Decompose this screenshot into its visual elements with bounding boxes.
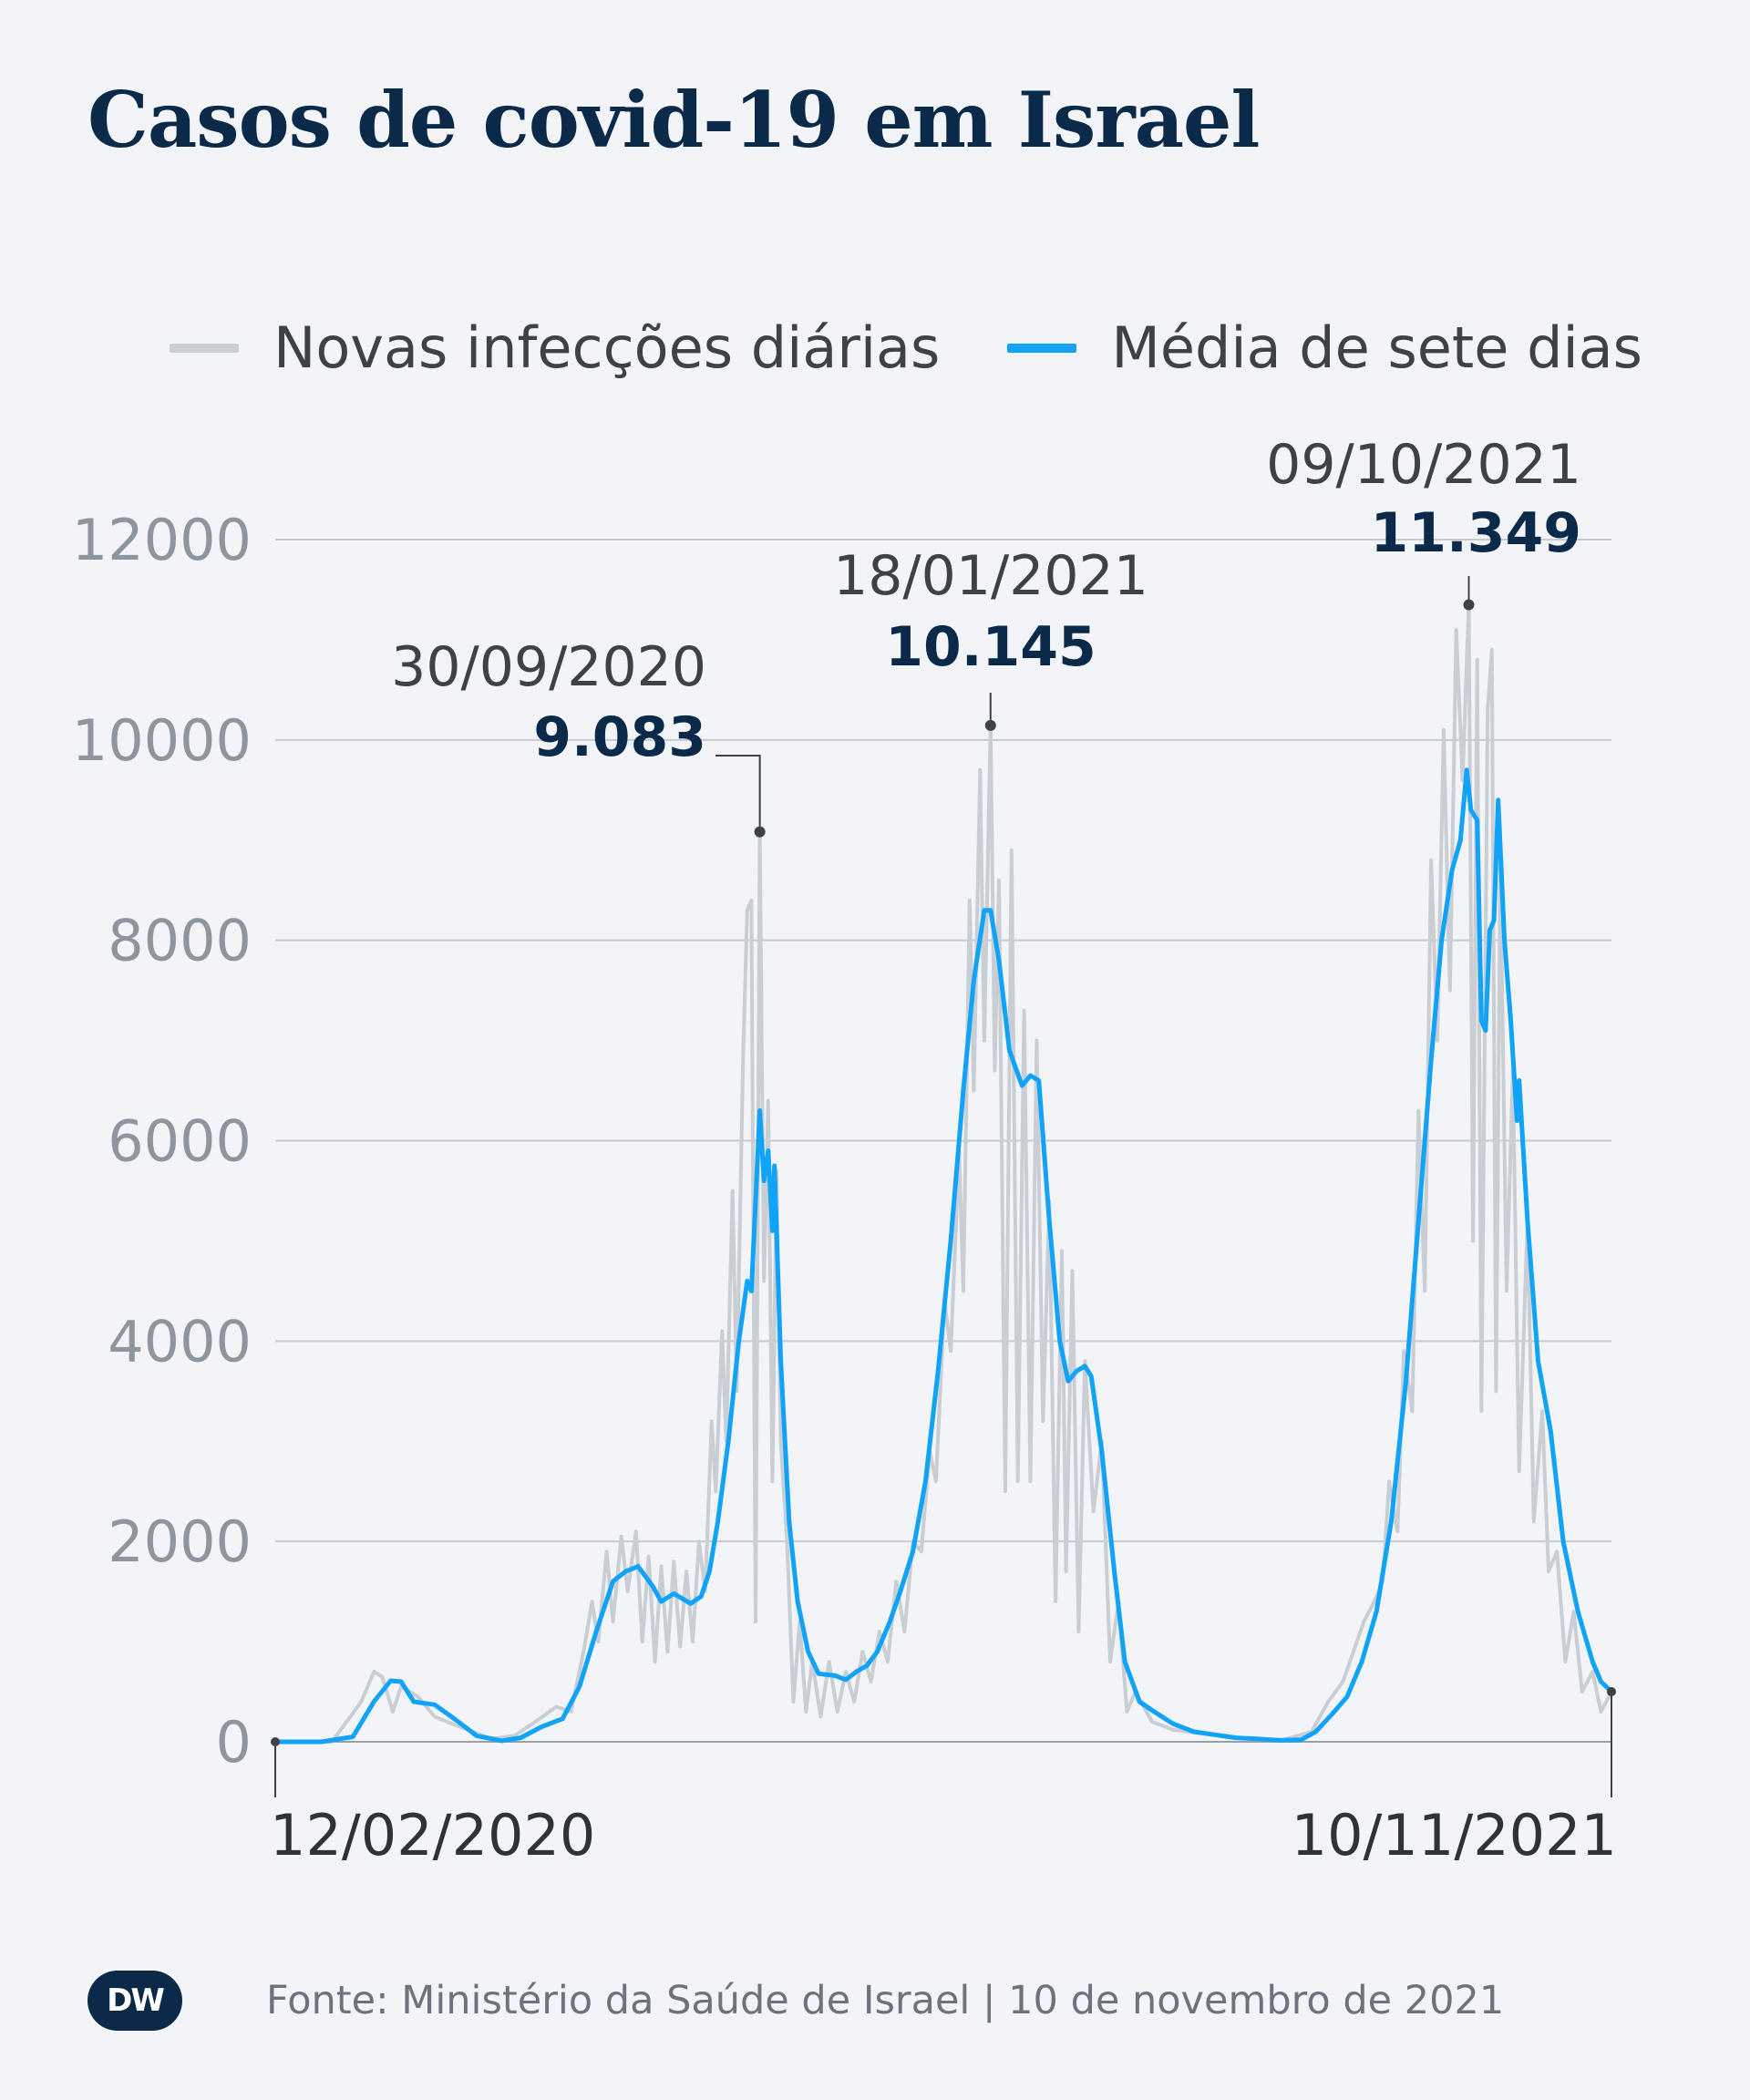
x-start-marker [271, 1737, 280, 1746]
y-tick-label-0: 0 [216, 1709, 252, 1776]
peak-date-label-2: 18/01/2021 [833, 544, 1148, 608]
peak-value-label-3: 11.349 [1370, 501, 1581, 565]
legend-label-daily: Novas infecções diárias [273, 314, 941, 381]
peak-value-label-2: 10.145 [885, 615, 1096, 679]
legend-item-average: Média de sete dias [1007, 314, 1642, 381]
peak-marker-3 [1463, 599, 1475, 611]
peak-marker-2 [984, 719, 996, 731]
peak-value-label-1: 9.083 [533, 705, 706, 769]
x-end-label: 10/11/2021 [1292, 1802, 1617, 1868]
page-title: Casos de covid-19 em Israel [88, 75, 1260, 165]
y-tick-label-12000: 12000 [72, 507, 252, 573]
legend-label-average: Média de sete dias [1111, 314, 1642, 381]
dw-logo: DW [88, 1971, 182, 2031]
legend-item-daily: Novas infecções diárias [170, 314, 940, 381]
footer: DW Fonte: Ministério da Saúde de Israel … [88, 1971, 1504, 2031]
series-line-daily-infections [273, 602, 1613, 1744]
x-start-label: 12/02/2020 [270, 1802, 595, 1868]
peak-leader-1 [715, 755, 761, 827]
peak-date-label-1: 30/09/2020 [391, 635, 706, 699]
chart-legend: Novas infecções diárias Média de sete di… [170, 314, 1710, 381]
y-tick-label-4000: 4000 [108, 1308, 252, 1374]
source-note: Fonte: Ministério da Saúde de Israel | 1… [266, 1978, 1505, 2023]
y-tick-label-10000: 10000 [72, 707, 252, 774]
y-tick-label-8000: 8000 [108, 908, 252, 974]
peak-marker-1 [754, 826, 766, 838]
legend-swatch-average [1007, 343, 1077, 353]
series-line-seven-day-average [273, 767, 1614, 1745]
y-tick-label-6000: 6000 [108, 1108, 252, 1175]
x-end-marker [1607, 1687, 1616, 1697]
legend-swatch-daily [170, 343, 239, 353]
covid-line-chart: 0 2000 4000 6000 8000 10000 12000 12/02/2020 10/… [72, 433, 1617, 1868]
peak-date-label-3: 09/10/2021 [1266, 433, 1581, 497]
y-tick-label-2000: 2000 [108, 1508, 252, 1575]
